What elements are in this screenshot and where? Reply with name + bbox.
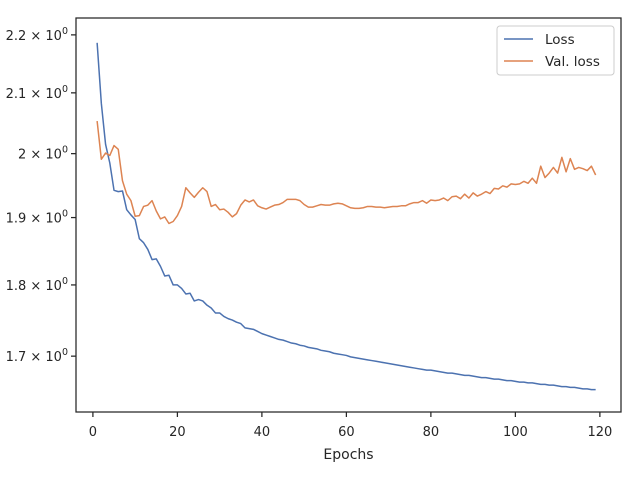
- x-tick-label: 120: [587, 425, 612, 440]
- x-tick-label: 100: [503, 425, 528, 440]
- y-tick-label: 1.9 × 100: [6, 209, 68, 227]
- x-tick-label: 40: [254, 425, 271, 440]
- legend: Loss Val. loss: [496, 25, 615, 76]
- y-tick-label: 1.7 × 100: [6, 347, 68, 365]
- x-tick-label: 20: [169, 425, 186, 440]
- x-tick-label: 80: [423, 425, 440, 440]
- series-line-loss: [96, 42, 596, 391]
- y-tick-label: 1.8 × 100: [6, 276, 68, 294]
- x-tick-label: 0: [89, 425, 97, 440]
- series-line-val-loss: [96, 120, 597, 225]
- axes-frame: [75, 17, 622, 413]
- x-tick-label: 60: [338, 425, 355, 440]
- y-axis: 1.7 × 100 1.8 × 100 1.9 × 100 2 × 100 2.1 × …: [6, 26, 76, 365]
- x-axis-label: Epochs: [323, 447, 373, 463]
- x-axis: 0 20 40 60 80 100 120: [89, 412, 612, 440]
- y-tick-label: 2.1 × 100: [6, 84, 68, 102]
- plot-area: [96, 42, 597, 391]
- legend-label-val-loss: Val. loss: [545, 54, 600, 70]
- y-tick-label: 2 × 100: [18, 145, 68, 163]
- y-tick-label: 2.2 × 100: [6, 26, 68, 44]
- legend-label-loss: Loss: [545, 32, 575, 48]
